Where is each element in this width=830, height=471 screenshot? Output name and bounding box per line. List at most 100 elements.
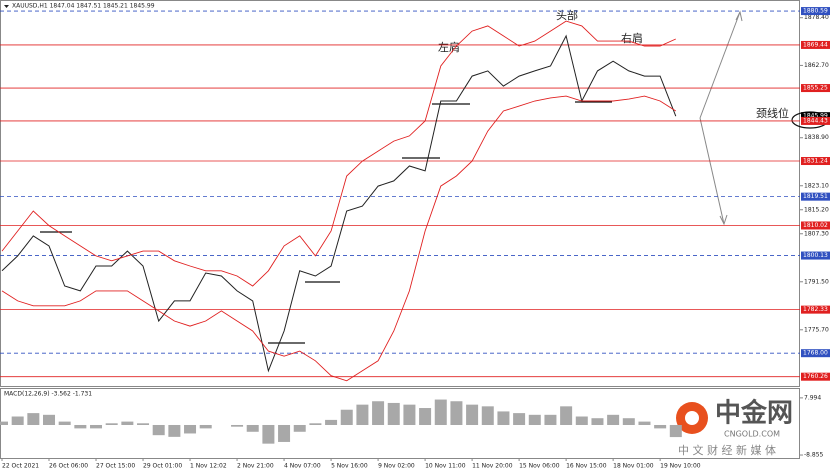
macd-bar [544, 414, 557, 425]
macd-bar [434, 399, 447, 425]
macd-bar [121, 421, 134, 425]
band-line [1, 20, 676, 287]
macd-bar [184, 424, 197, 434]
macd-bar [43, 414, 56, 425]
x-tick-label: 22 Oct 2021 [2, 463, 39, 470]
level-label-box [801, 7, 830, 16]
macd-bar [622, 418, 635, 425]
macd-bar [513, 413, 526, 425]
macd-bar [262, 424, 275, 444]
macd-bar [11, 416, 24, 425]
x-tick-label: 26 Oct 06:00 [49, 463, 88, 470]
macd-bar [325, 419, 338, 425]
macd-bar [638, 421, 651, 425]
x-tick-label: 29 Oct 01:00 [143, 463, 182, 470]
macd-bar [231, 424, 244, 427]
level-label: 1869.44 [803, 41, 828, 48]
level-label-box [801, 84, 830, 93]
level-label-box [801, 251, 830, 260]
level-label: 1782.33 [803, 306, 828, 313]
macd-bar [387, 402, 400, 425]
macd-bar [560, 406, 573, 425]
macd-bar [528, 414, 541, 425]
x-tick-label: 5 Nov 16:00 [331, 463, 368, 470]
macd-bar [591, 418, 604, 425]
macd-bar [372, 401, 385, 425]
level-label-box [801, 192, 830, 201]
level-label: 1800.13 [803, 252, 828, 259]
macd-bar [137, 423, 150, 425]
macd-bar [293, 424, 306, 432]
macd-bar [340, 409, 353, 425]
level-label-box [801, 221, 830, 230]
macd-bar [419, 408, 432, 425]
level-label: 1760.26 [803, 373, 828, 380]
watermark: CNGOLD.COM [724, 430, 780, 439]
macd-bar [90, 424, 103, 429]
x-tick-label: 1 Nov 12:02 [190, 463, 227, 470]
macd-bar [278, 424, 291, 442]
macd-bar [152, 424, 165, 436]
level-label: 1845.99 [803, 113, 828, 120]
level-label-box [801, 372, 830, 381]
neckline-marks [40, 101, 612, 344]
x-tick-label: 16 Nov 15:00 [566, 463, 607, 470]
level-label: 1831.24 [803, 158, 828, 165]
level-label-box [801, 157, 830, 166]
level-label-box [801, 116, 830, 125]
level-label: 1810.02 [803, 222, 828, 229]
macd-bar [450, 401, 463, 425]
level-label: 1819.51 [803, 193, 828, 200]
chart-title: XAUUSD,H1 1847.04 1847.51 1845.21 1845.9… [12, 3, 155, 10]
y-tick-label: 1791.50 [804, 278, 829, 285]
band-line [1, 95, 677, 382]
level-label: 1855.25 [803, 85, 828, 92]
macd-bar [246, 424, 259, 432]
macd-bar [356, 404, 369, 425]
x-tick-label: 18 Nov 01:00 [613, 463, 654, 470]
macd-bar [403, 404, 416, 425]
level-label: 1844.43 [803, 117, 828, 124]
annotation: 右肩 [621, 31, 643, 45]
macd-bar [27, 413, 40, 425]
level-label: 1768.00 [803, 350, 828, 357]
macd-bar [466, 404, 479, 425]
level-label-box [801, 305, 830, 314]
macd-bar [481, 406, 494, 425]
x-tick-label: 2 Nov 21:00 [237, 463, 274, 470]
indicator-title: MACD(12,26,9) -3.562 -1.731 [4, 391, 92, 398]
y-tick-label: 1838.90 [804, 134, 829, 141]
menu-arrow [4, 5, 9, 8]
macd-bar [309, 423, 322, 425]
macd-bar [199, 424, 212, 429]
macd-bar [607, 414, 620, 425]
macd-bar [497, 411, 510, 425]
x-tick-label: 10 Nov 11:00 [425, 463, 466, 470]
y-tick-label: 1775.70 [804, 326, 829, 333]
x-tick-label: 9 Nov 02:00 [378, 463, 415, 470]
x-tick-label: 27 Oct 15:00 [96, 463, 135, 470]
x-tick-label: 11 Nov 20:00 [472, 463, 513, 470]
y-tick-label: 1807.30 [804, 230, 829, 237]
macd-bar [654, 424, 667, 429]
y-tick-label: 7.994 [804, 394, 821, 401]
projection-arrows [699, 10, 743, 226]
macd-bar [105, 423, 118, 425]
x-tick-label: 15 Nov 06:00 [519, 463, 560, 470]
annotation: 头部 [556, 8, 578, 22]
macd-bar [0, 421, 8, 425]
annotation: 左肩 [438, 40, 460, 54]
level-label-box [801, 349, 830, 358]
macd-bar [575, 416, 588, 425]
price-line [1, 34, 677, 373]
y-tick-label: 1815.20 [804, 206, 829, 213]
annotation: 颈线位 [756, 106, 789, 120]
main-frame [0, 0, 800, 387]
x-tick-label: 4 Nov 07:00 [284, 463, 321, 470]
y-tick-label: 1823.10 [804, 182, 829, 189]
macd-bar [669, 424, 682, 438]
y-tick-label: 1878.40 [804, 14, 829, 21]
level-label: 1880.59 [803, 8, 828, 15]
y-tick-label: -8.855 [804, 452, 824, 459]
